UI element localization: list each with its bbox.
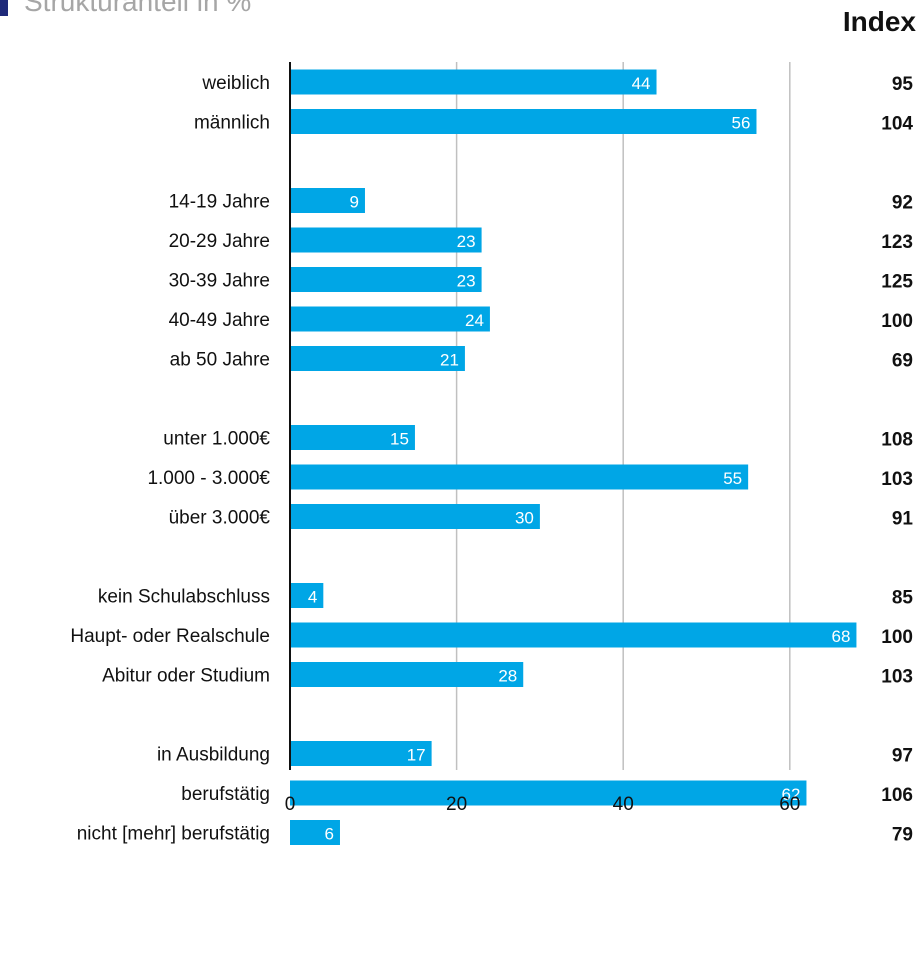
index-value: 108 [881, 430, 913, 451]
index-value: 100 [881, 627, 913, 648]
bar [290, 267, 482, 292]
bar [290, 662, 524, 687]
category-label: berufstätig [181, 784, 270, 805]
value-label: 55 [723, 469, 742, 488]
value-label: 62 [782, 785, 801, 804]
category-label: männlich [194, 113, 270, 134]
index-value: 125 [881, 272, 913, 293]
value-label: 4 [308, 588, 317, 607]
x-tick-label: 0 [285, 794, 296, 815]
header-marker [0, 0, 8, 16]
bar [290, 622, 857, 648]
x-tick-label: 40 [613, 794, 634, 815]
index-value: 79 [892, 825, 913, 846]
value-label: 23 [457, 272, 476, 291]
x-tick-label: 60 [779, 794, 800, 815]
index-value: 92 [892, 193, 913, 214]
index-value: 91 [892, 509, 914, 530]
value-label: 6 [325, 825, 334, 844]
value-label: 24 [465, 311, 484, 330]
index-value: 97 [892, 746, 913, 767]
value-label: 28 [498, 667, 517, 686]
value-label: 21 [440, 351, 459, 370]
x-tick-label: 20 [446, 794, 467, 815]
category-label: ab 50 Jahre [170, 350, 270, 371]
value-label: 68 [832, 627, 851, 646]
bar [290, 583, 324, 608]
index-value: 100 [881, 311, 913, 332]
category-label: unter 1.000€ [163, 429, 270, 450]
value-label: 17 [407, 746, 426, 765]
bar [290, 69, 657, 95]
bar [290, 741, 432, 766]
value-label: 23 [457, 232, 476, 251]
bar [290, 780, 807, 806]
chart-title: Strukturanteil in % [24, 0, 252, 17]
index-value: 104 [881, 114, 913, 135]
index-value: 85 [892, 588, 914, 609]
category-label: 20-29 Jahre [169, 231, 270, 252]
value-label: 44 [632, 74, 651, 93]
category-label: weiblich [201, 73, 270, 94]
bar [290, 227, 482, 253]
bar [290, 109, 757, 134]
bar [290, 504, 540, 529]
bar [290, 188, 365, 213]
bar [290, 306, 490, 332]
bar [290, 346, 465, 371]
value-label: 15 [390, 430, 409, 449]
category-label: Haupt- oder Realschule [70, 626, 270, 647]
bar [290, 464, 749, 490]
category-label: 1.000 - 3.000€ [147, 468, 270, 489]
value-label: 30 [515, 509, 534, 528]
index-value: 123 [881, 232, 913, 253]
bar [290, 820, 340, 845]
index-value: 69 [892, 351, 913, 372]
index-value: 103 [881, 469, 913, 490]
bar [290, 425, 415, 450]
value-label: 56 [732, 114, 751, 133]
category-label: kein Schulabschluss [98, 587, 270, 608]
index-header: Index [842, 6, 916, 37]
category-label: 14-19 Jahre [169, 192, 270, 213]
index-value: 103 [881, 667, 913, 688]
value-label: 9 [350, 193, 359, 212]
index-value: 106 [881, 785, 913, 806]
category-label: in Ausbildung [157, 745, 270, 766]
category-label: 30-39 Jahre [169, 271, 270, 292]
category-label: nicht [mehr] berufstätig [77, 824, 270, 845]
category-label: über 3.000€ [169, 508, 271, 529]
category-label: Abitur oder Studium [102, 666, 270, 687]
category-label: 40-49 Jahre [169, 310, 270, 331]
index-value: 95 [892, 74, 914, 95]
